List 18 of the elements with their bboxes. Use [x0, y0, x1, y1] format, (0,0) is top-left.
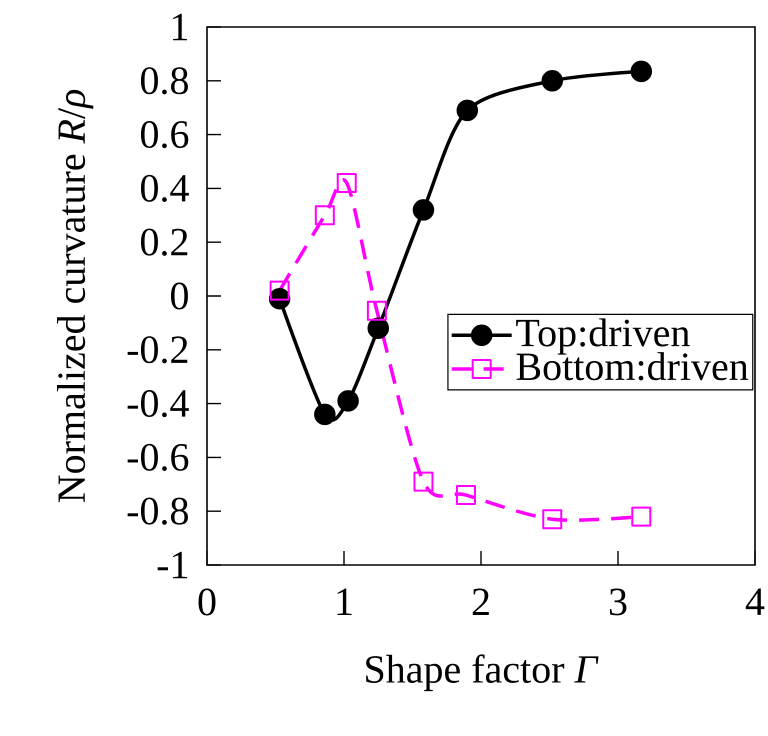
- y-tick-label: -0.6: [128, 444, 188, 471]
- y-axis-title: Normalized curvature R/ρ: [57, 90, 94, 502]
- y-tick-label: -0.4: [128, 390, 189, 418]
- x-tick-label: 3: [610, 588, 626, 616]
- y-tick-label: 0.6: [140, 121, 188, 148]
- x-tick-label: 2: [472, 588, 489, 616]
- y-tick-label: -1: [158, 552, 188, 578]
- x-tick-label: 0: [198, 588, 216, 616]
- x-tick-label: 1: [338, 588, 352, 615]
- y-tick-label: 1: [172, 14, 188, 40]
- x-tick-label: 4: [746, 588, 764, 615]
- x-axis-title: Shape factor Γ: [366, 654, 599, 692]
- y-tick-label: 0.8: [140, 67, 188, 94]
- y-tick-label: 0: [170, 282, 188, 310]
- y-tick-label: -0.8: [128, 498, 188, 525]
- y-tick-label: -0.2: [128, 336, 188, 364]
- y-tick-label: 0.2: [140, 228, 188, 256]
- y-tick-label: 0.4: [140, 174, 189, 202]
